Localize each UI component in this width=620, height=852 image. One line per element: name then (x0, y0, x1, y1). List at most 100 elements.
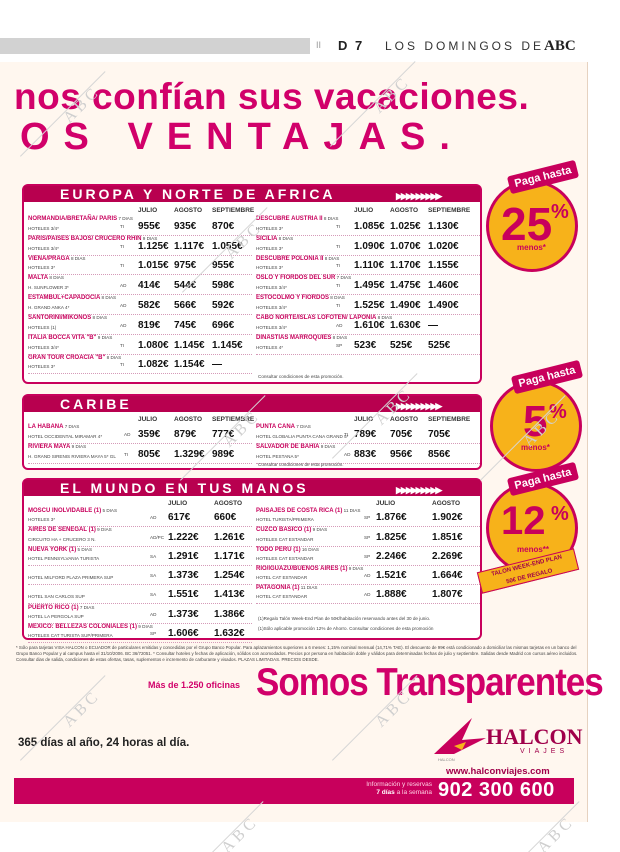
price-row: ESTOCOLMO Y FIORDOS 8 DIAS HOTELES 3/4* TI… (256, 295, 480, 315)
price-row: DESCUBRE AUSTRIA II 8 DIAS HOTELES 3* TI 1.… (256, 216, 480, 236)
hotel-name: HOTEL PENNSYLVANIA TURISTA (28, 555, 100, 561)
destination-name: ESTAMBUL+CAPADOCIA 8 DIAS (28, 295, 116, 301)
price: 1.664€ (432, 570, 463, 582)
promo-note: Consultar condiciones de esta promoción. (258, 462, 344, 467)
destination-days: 16 DIAS (300, 546, 319, 552)
price: 1.521€ (376, 570, 407, 582)
destination-name: SANTORINI/MIKONOS 8 DIAS (28, 315, 107, 321)
destination-label: MALTA (28, 275, 49, 282)
board-regime: AD (120, 283, 127, 289)
price: 1.632€ (214, 628, 245, 640)
hotel-name: HOTELES 3/4* (256, 324, 287, 330)
price-row: MEXICO: BELLEZAS COLONIALES (1) 9 DIAS HO… (28, 624, 252, 644)
destination-name: TODO PERU (1) 16 DIAS (256, 547, 319, 553)
destination-name: OSLO Y FIORDOS DEL SUR 7 DIAS (256, 275, 351, 281)
destination-days: 5 DIAS (101, 508, 118, 513)
destination-days: 9 DIAS (319, 444, 336, 449)
price-row: HOTEL MILFORD PLAZA PRIMERA SUP SA 1.373€ 1… (28, 566, 252, 586)
board-regime: SA (150, 553, 157, 559)
price: 598€ (212, 280, 235, 292)
price-row: HOTEL SAN CARLOS SUP SA 1.551€ 1.413€ (28, 585, 252, 605)
halcon-brand: HALCON (486, 724, 583, 749)
phone-number[interactable]: 902 300 600 (438, 779, 555, 801)
price: 1.145€ (212, 339, 243, 351)
price: 523€ (354, 339, 377, 351)
price: 1.902€ (432, 512, 463, 524)
board-regime: AD (124, 432, 131, 437)
price: 1.460€ (428, 280, 459, 292)
section-mundo: EL MUNDO EN TUS MANOS ▶▶▶▶▶▶▶▶▶ JULIO AGOS… (22, 478, 482, 644)
price-row: SALVADOR DE BAHIA 9 DIAS HOTEL PESTANA 5*… (256, 444, 480, 464)
price-row: NUEVA YORK (1) 5 DIAS HOTEL PENNSYLVANIA … (28, 547, 252, 566)
price: 789€ (354, 429, 377, 440)
price-row: MALTA 8 DIAS H. SUNFLOWER 3* AD 414€ 544€ 598… (28, 275, 252, 296)
destination-label: LA HABANA (28, 424, 64, 430)
price-row: GRAN TOUR CROACIA "B" 8 DIAS HOTELES 3* TI… (28, 355, 252, 375)
hotel-name: HOTELES 3* (256, 245, 284, 251)
arrows-decoration: ▶▶▶▶▶▶▶▶▶ (396, 401, 442, 411)
destination-label: TODO PERU (1) (256, 546, 301, 553)
hotel-name: HOTELES 3* (28, 517, 56, 523)
column-header: SEPTIEMBRE (428, 416, 471, 423)
price: 1.291€ (168, 550, 199, 562)
price: 1.261€ (214, 531, 245, 543)
hotel-name: HOTELES 3* (256, 225, 284, 231)
destination-label: DINASTIAS MARROQUIES (256, 334, 332, 341)
board-regime: SP (336, 342, 343, 348)
board-regime: TI (336, 223, 341, 229)
badge-number: 12 (501, 499, 546, 543)
board-regime: SA (150, 592, 157, 598)
destination-label: CABO NORTE/ISLAS LOFOTEN/ LAPONIA (256, 315, 377, 321)
hotel-name: HOTELES 3/4* (28, 344, 59, 350)
price: 525€ (428, 339, 451, 351)
price: 1.254€ (214, 570, 245, 582)
price-row: RIVIERA MAYA 9 DIAS H. GRAND SIRENIS RIVI… (28, 444, 252, 464)
legal-text: * Sólo para tarjetas VISA HALCON o ECUAD… (16, 645, 578, 662)
destination-days: 8 DIAS (331, 334, 348, 340)
badge-menos: menos* (521, 443, 550, 452)
section-title: LOS DOMINGOS DE (385, 39, 545, 53)
website-link[interactable]: www.halconviajes.com (446, 766, 550, 777)
board-regime: AD (344, 452, 351, 457)
hotel-name: HOTELES CAT ESTANDAR (256, 555, 314, 561)
price: 1.082€ (138, 359, 169, 371)
destination-label: PUERTO RICO (1) (28, 604, 79, 611)
hotel-name: H. GRAND ANKA 4* (28, 304, 70, 310)
destination-name: ITALIA BOCCA VITA "B" 9 DIAS (28, 335, 112, 341)
board-regime: TI (336, 263, 341, 269)
destination-name: VIENA/PRAGA 8 DIAS (28, 256, 86, 262)
halcon-brand-sub: VIAJES (520, 748, 569, 755)
price-row: PARIS/PAISES BAJOS/ CRUCERO RHIN 9 DIAS H… (28, 236, 252, 256)
price: 617€ (168, 512, 191, 524)
destination-name: SALVADOR DE BAHIA 9 DIAS (256, 444, 335, 450)
price-row: LA HABANA 7 DIAS HOTEL OCCIDENTAL MIRAMAR… (28, 424, 252, 444)
destination-label: PATAGONIA (1) (256, 585, 300, 592)
hotel-name: HOTEL GLOBALIA PUNTA CANA GRAND 5* (256, 434, 349, 439)
column-header: AGOSTO (174, 207, 203, 214)
price: 1.015€ (138, 260, 169, 272)
price: 956€ (390, 449, 413, 460)
price: 1.155€ (428, 260, 459, 272)
info-text: Información y reservas 7 días a la seman… (342, 781, 432, 797)
destination-name: DINASTIAS MARROQUIES 8 DIAS (256, 335, 347, 341)
price: 883€ (354, 449, 377, 460)
destination-days: 7 DIAS (295, 424, 311, 429)
price: 856€ (428, 449, 451, 460)
destination-name: PARIS/PAISES BAJOS/ CRUCERO RHIN 9 DIAS (28, 236, 157, 242)
board-regime: SP (364, 553, 371, 559)
price: 566€ (174, 299, 197, 311)
price: 1.080€ (138, 339, 169, 351)
destination-label: SICILIA (256, 235, 278, 242)
destination-days: 7 DIAS (335, 275, 352, 281)
price: 1.020€ (428, 240, 459, 252)
badge-number: 5 (523, 397, 548, 446)
badge-percent: % (551, 503, 569, 525)
destination-label: AIRES DE SENEGAL (1) (28, 527, 96, 534)
price: 745€ (174, 319, 197, 331)
column-header: JULIO (354, 416, 374, 423)
price: 955€ (212, 260, 235, 272)
hotel-name: HOTEL MILFORD PLAZA PRIMERA SUP (28, 575, 114, 581)
destination-label: PARIS/PAISES BAJOS/ CRUCERO RHIN (28, 235, 142, 242)
hotel-name: HOTELES 3* (28, 265, 56, 271)
